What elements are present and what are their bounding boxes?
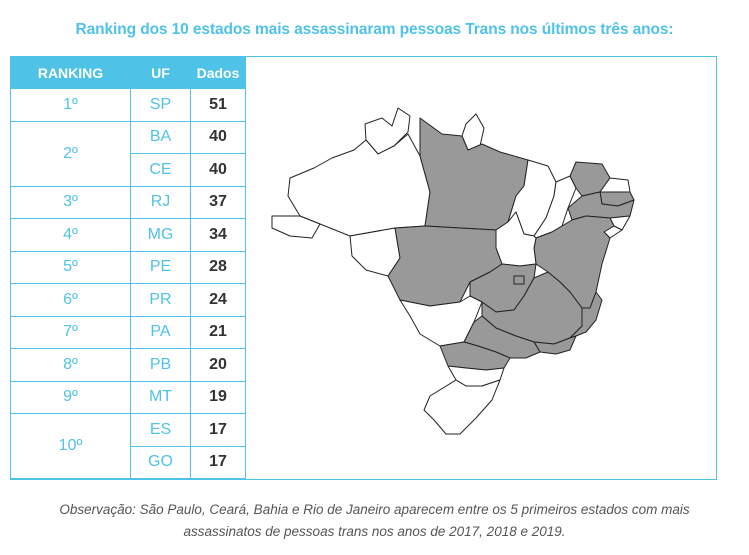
table-row: GO 17 [11, 445, 246, 479]
rank-cell: 4º [10, 218, 131, 252]
table-row: 7º PA 21 [10, 315, 246, 349]
state-rj [533, 335, 577, 355]
rank-cell: 10º [10, 413, 131, 479]
value-cell: 34 [190, 218, 246, 252]
ranking-table-body: 1º SP 51 2º BA 40 CE 40 3º RJ 37 4º MG 34 5º PE 28 6º PR 24… [10, 88, 246, 479]
rank-cell: 5º [10, 250, 131, 284]
value-cell: 37 [190, 185, 246, 219]
header-dados: Dados [190, 56, 246, 89]
rank-cell: 1º [10, 88, 131, 122]
footnote: Observação: São Paulo, Ceará, Bahia e Ri… [0, 499, 749, 543]
state-es [569, 291, 603, 339]
table-row: 3º RJ 37 [10, 185, 246, 219]
uf-cell: MG [130, 218, 191, 252]
uf-cell: SP [130, 88, 191, 122]
table-row: 6º PR 24 [10, 283, 246, 317]
uf-cell: MT [130, 380, 191, 414]
uf-cell: BA [130, 120, 191, 154]
state-df [513, 275, 525, 285]
state-ac [271, 215, 321, 239]
footnote-line-2: assassinatos de pessoas trans nos anos d… [183, 524, 566, 539]
uf-cell: ES [130, 413, 191, 447]
state-rs [423, 379, 501, 435]
ranking-table: RANKING UF Dados 1º SP 51 2º BA 40 CE 40 3º RJ 37 4… [10, 56, 246, 479]
uf-cell: PR [130, 283, 191, 317]
rank-cell: 9º [10, 380, 131, 414]
table-row: 2º BA 40 [10, 120, 246, 187]
table-row: 8º PB 20 [10, 348, 246, 382]
table-row: 10º ES 17 [10, 413, 246, 479]
value-cell: 28 [190, 250, 246, 284]
value-cell: 51 [190, 88, 246, 122]
table-row: 9º MT 19 [10, 380, 246, 414]
table-row: 4º MG 34 [10, 218, 246, 252]
value-cell: 19 [190, 380, 246, 414]
rank-cell: 2º [10, 120, 131, 187]
rank-cell: 6º [10, 283, 131, 317]
uf-cell: PB [130, 348, 191, 382]
value-cell: 40 [190, 153, 246, 187]
uf-cell: RJ [130, 185, 191, 219]
rank-cell: 7º [10, 315, 131, 349]
value-cell: 20 [190, 348, 246, 382]
table-row: CE 40 [11, 153, 246, 187]
value-cell: 17 [190, 413, 246, 447]
value-cell: 40 [190, 120, 246, 154]
uf-cell: PE [130, 250, 191, 284]
rank-cell: 8º [10, 348, 131, 382]
uf-cell: CE [130, 153, 191, 187]
footnote-line-1: Observação: São Paulo, Ceará, Bahia e Ri… [59, 502, 690, 517]
chart-title: Ranking dos 10 estados mais assassinaram… [75, 21, 674, 38]
value-cell: 21 [190, 315, 246, 349]
table-row: 5º PE 28 [10, 250, 246, 284]
value-cell: 17 [190, 445, 246, 479]
rank-cell: 3º [10, 185, 131, 219]
header-ranking: RANKING [10, 56, 131, 89]
uf-cell: PA [130, 315, 191, 349]
header-uf: UF [130, 56, 191, 89]
brazil-map [271, 107, 635, 435]
table-row: 1º SP 51 [10, 88, 246, 122]
uf-cell: GO [130, 445, 191, 479]
value-cell: 24 [190, 283, 246, 317]
